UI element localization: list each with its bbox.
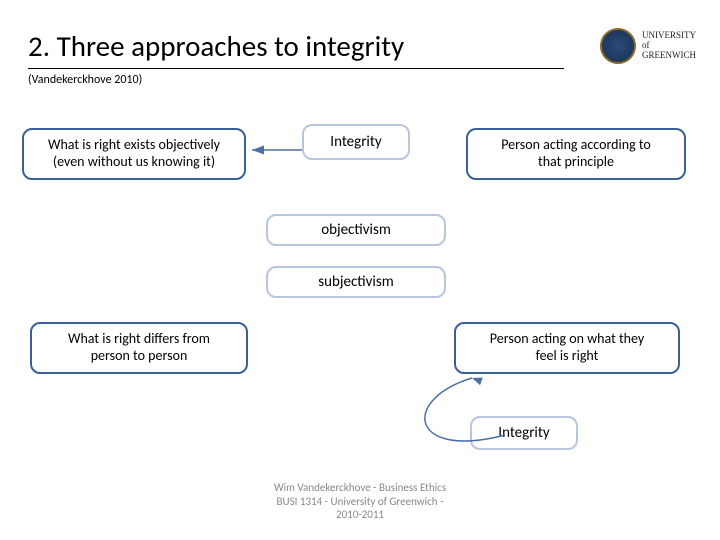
logo-text: UNIVERSITY of GREENWICH: [642, 31, 696, 61]
page-title: 2. Three approaches to integrity: [28, 28, 404, 64]
box-bot_left: What is right differs from person to per…: [30, 322, 248, 374]
footer: Wim Vandekerckhove - Business Ethics BUS…: [0, 481, 720, 522]
box-mid2: subjectivism: [266, 266, 446, 298]
footer-line2: BUSI 1314 - University of Greenwich -: [0, 495, 720, 509]
footer-line1: Wim Vandekerckhove - Business Ethics: [0, 481, 720, 495]
box-mid1: objectivism: [266, 214, 446, 246]
box-top_right: Person acting according to that principl…: [466, 128, 686, 180]
box-top_left: What is right exists objectively (even w…: [22, 128, 246, 180]
university-logo: UNIVERSITY of GREENWICH: [600, 28, 696, 64]
header-row: 2. Three approaches to integrity UNIVERS…: [28, 28, 696, 64]
title-underline: [28, 68, 564, 69]
box-bot_right: Person acting on what they feel is right: [454, 322, 680, 374]
box-top_mid: Integrity: [302, 124, 410, 160]
footer-line3: 2010-2011: [0, 508, 720, 522]
box-bot_int: Integrity: [470, 416, 578, 450]
logo-seal-icon: [600, 28, 636, 64]
citation: (Vandekerckhove 2010): [28, 73, 142, 87]
